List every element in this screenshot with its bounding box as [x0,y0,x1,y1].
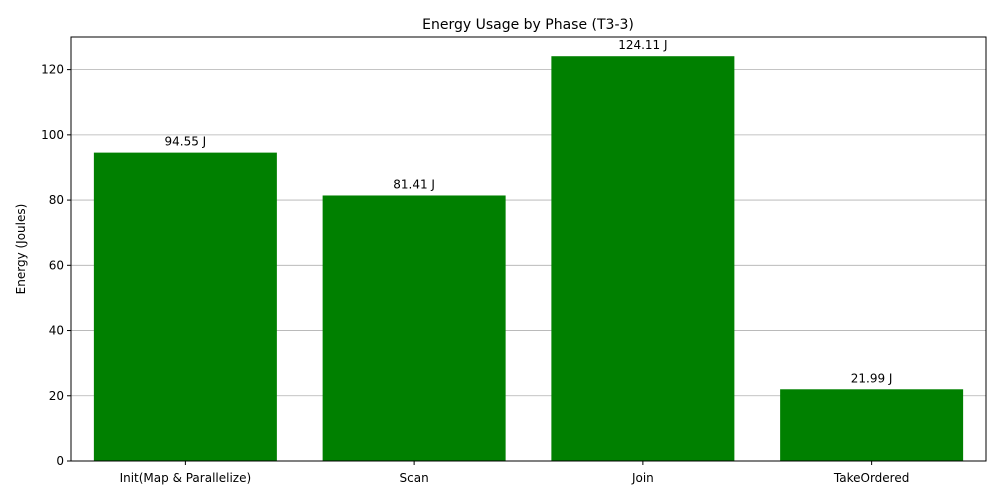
y-tick-label: 80 [49,193,64,207]
bar [93,152,277,462]
y-tick-label: 120 [41,63,64,77]
x-tick-label: Join [631,471,654,485]
bar-value-label: 94.55 J [165,135,207,149]
y-tick-label: 20 [49,389,64,403]
bar [322,195,506,461]
bar-value-label: 21.99 J [851,371,893,385]
y-tick-label: 60 [49,258,64,272]
bar [780,389,964,461]
bar [551,56,735,462]
bar-value-label: 124.11 J [618,38,667,52]
x-axis-ticks: Init(Map & Parallelize) Scan Join TakeOrder… [120,461,909,485]
bar-value-label: 81.41 J [393,177,435,191]
y-axis-label: Energy (Joules) [14,204,28,295]
x-tick-label: Init(Map & Parallelize) [120,471,252,485]
y-tick-label: 100 [41,128,64,142]
bars [93,56,964,462]
x-tick-label: TakeOrdered [833,471,909,485]
y-axis-ticks: 0 20 40 60 80 100 120 [41,63,71,468]
y-tick-label: 40 [49,324,64,338]
x-tick-label: Scan [400,471,429,485]
plot-frame [70,36,987,462]
y-tick-label: 0 [56,454,64,468]
data-labels: 94.55 J 81.41 J 124.11 J 21.99 J [165,38,893,385]
chart-title: Energy Usage by Phase (T3-3) [422,17,634,33]
